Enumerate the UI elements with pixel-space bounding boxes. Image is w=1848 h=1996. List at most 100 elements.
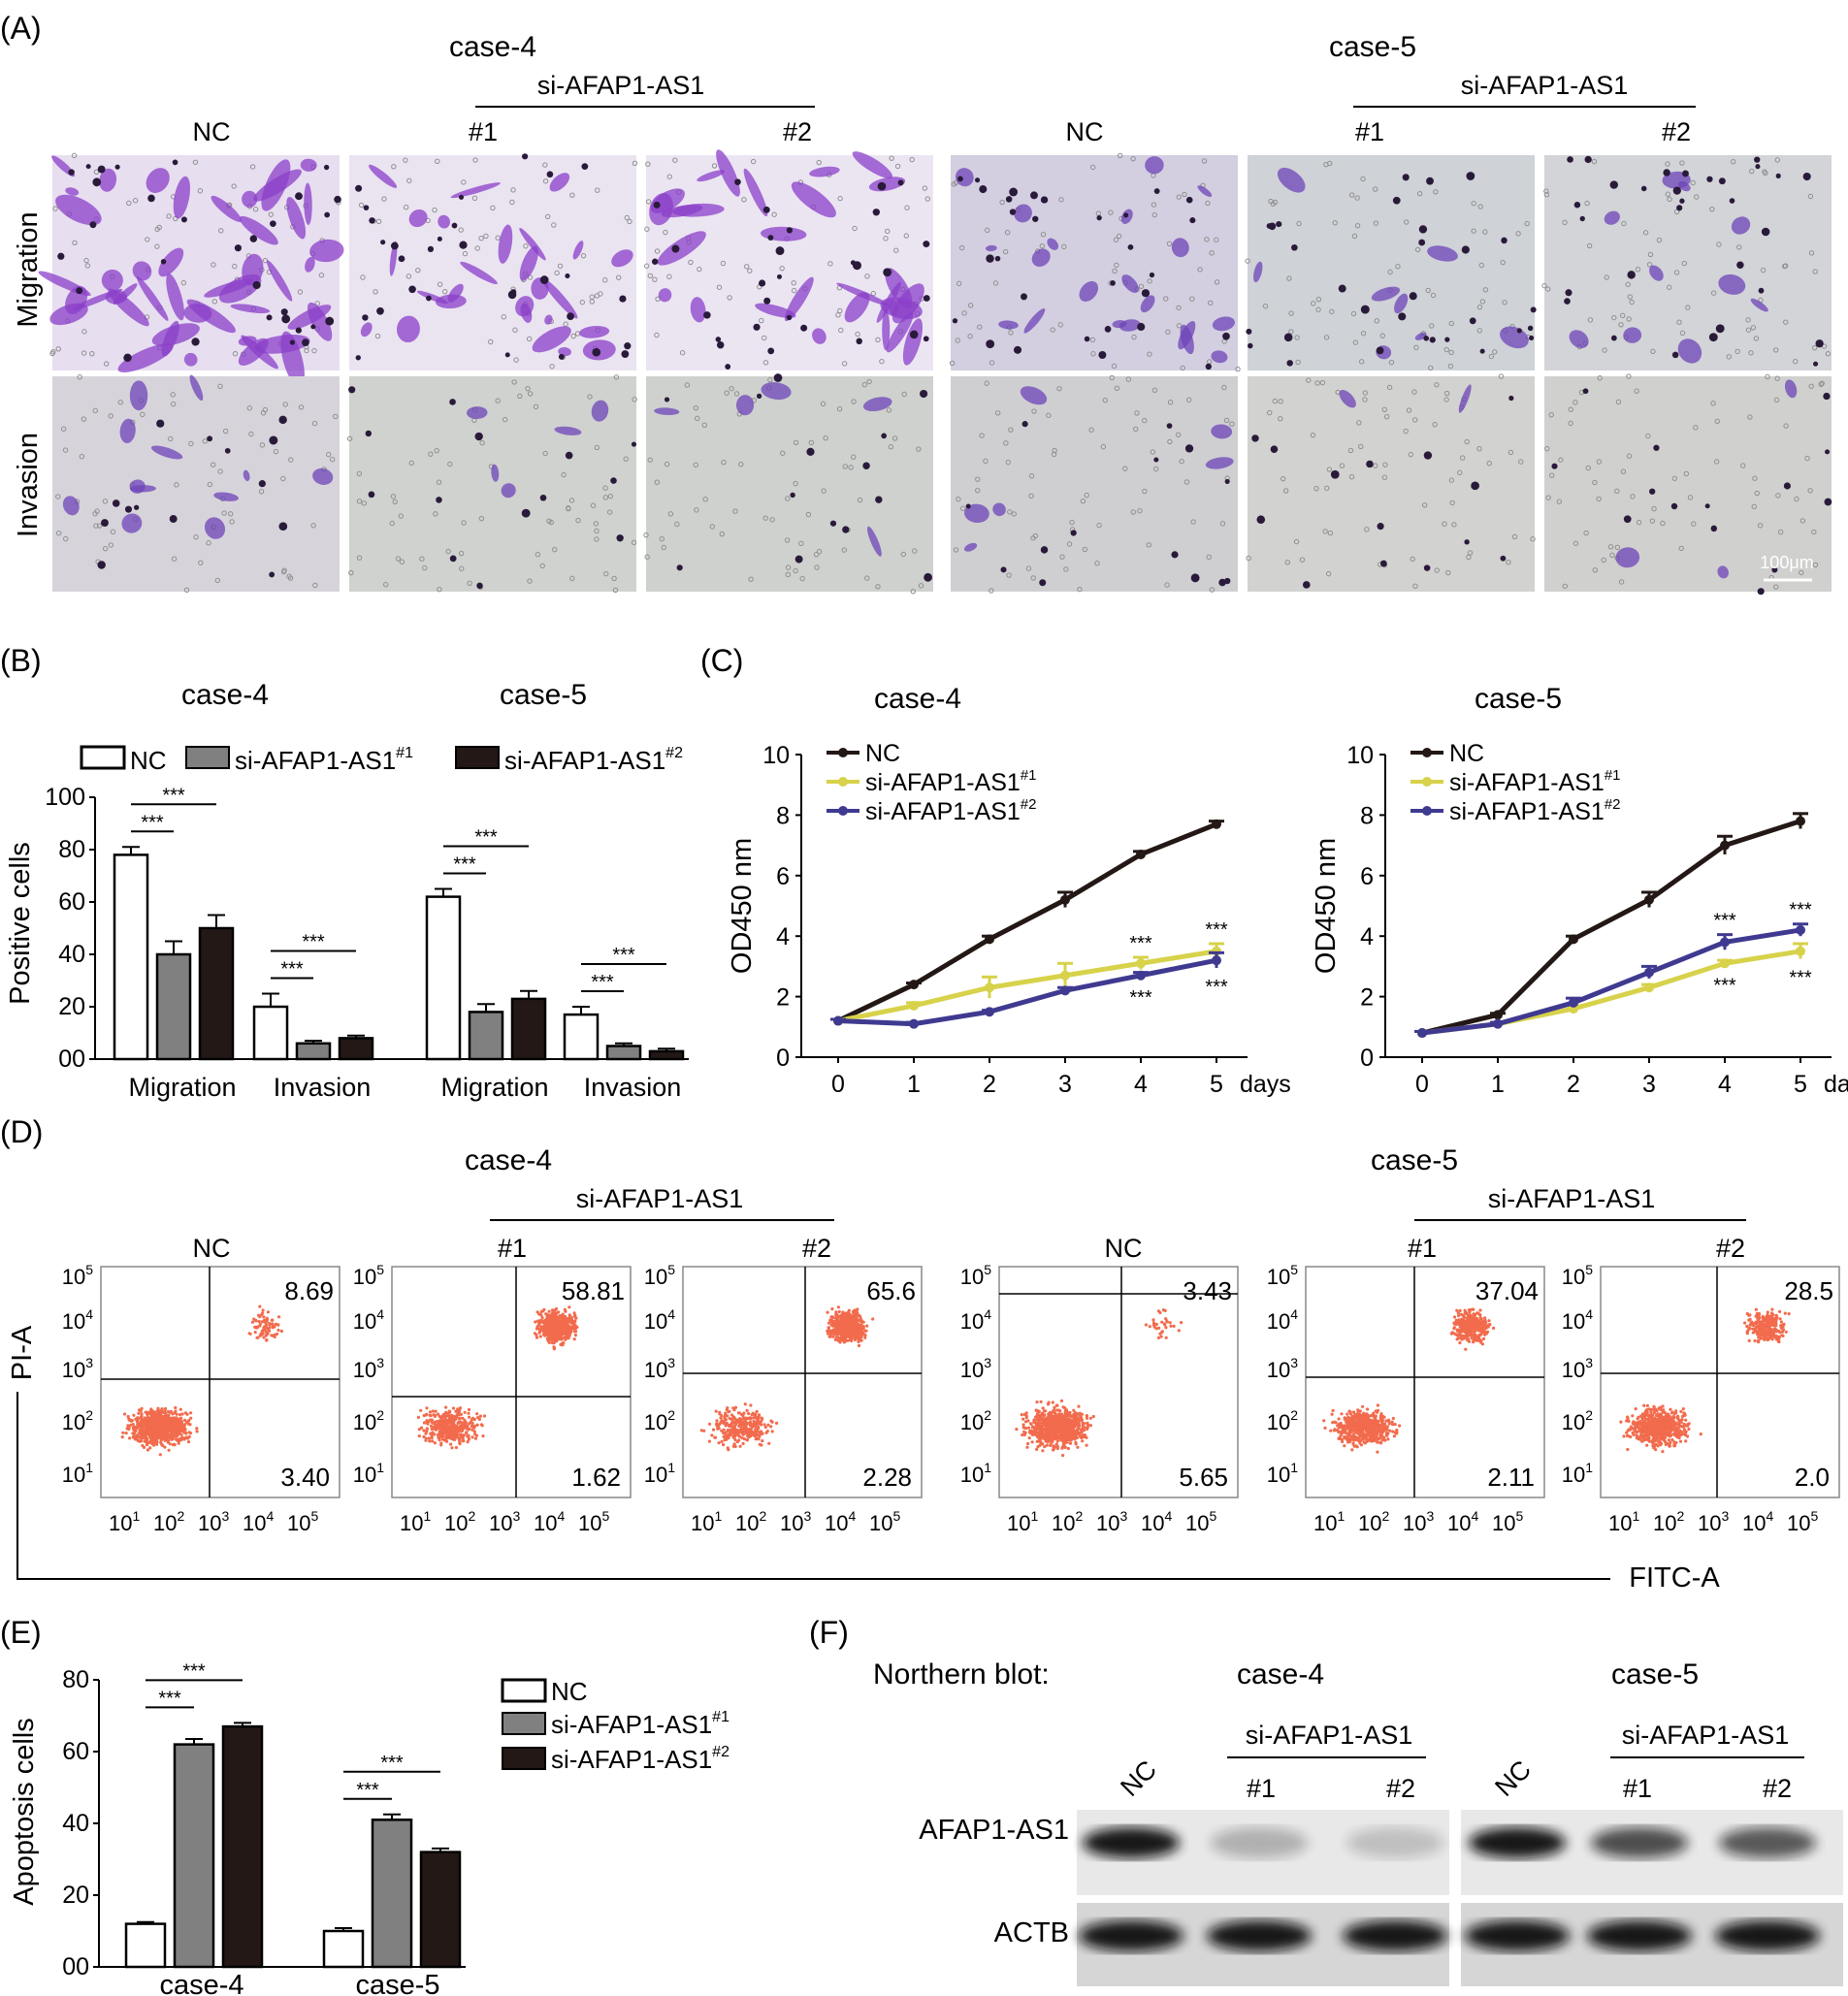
event-dot bbox=[468, 1415, 471, 1419]
membrane-pore bbox=[552, 546, 558, 553]
membrane-pore bbox=[1710, 401, 1716, 406]
membrane-pore bbox=[1111, 363, 1118, 370]
membrane-pore bbox=[1352, 339, 1359, 345]
membrane-pore bbox=[1601, 557, 1606, 563]
flow-frame bbox=[391, 1266, 632, 1498]
stained-cell bbox=[862, 397, 892, 412]
membrane-pore bbox=[1618, 322, 1624, 328]
membrane-pore bbox=[1262, 303, 1269, 309]
membrane-pore bbox=[851, 399, 857, 404]
membrane-pore bbox=[1151, 202, 1157, 208]
membrane-pore bbox=[434, 447, 439, 454]
event-dot bbox=[540, 1316, 544, 1320]
membrane-pore bbox=[1634, 388, 1639, 394]
nucleus-dot bbox=[1247, 342, 1253, 349]
membrane-pore bbox=[820, 401, 827, 407]
event-dot bbox=[264, 1334, 268, 1337]
membrane-pore bbox=[1642, 230, 1649, 236]
bar bbox=[563, 1013, 600, 1061]
event-dot bbox=[429, 1424, 434, 1428]
membrane-pore bbox=[1325, 570, 1332, 577]
stained-cell bbox=[129, 380, 148, 411]
nucleus-dot bbox=[522, 153, 529, 160]
membrane-pore bbox=[1586, 242, 1593, 249]
event-dot bbox=[863, 1334, 867, 1337]
membrane-pore bbox=[1585, 465, 1591, 471]
membrane-pore bbox=[1812, 269, 1818, 274]
ytick: 40 bbox=[58, 941, 85, 968]
membrane-pore bbox=[1748, 350, 1754, 356]
ytick-log: 101 bbox=[353, 1460, 384, 1487]
event-dot bbox=[178, 1407, 182, 1411]
event-dot bbox=[175, 1437, 178, 1441]
membrane-pore bbox=[1007, 509, 1013, 515]
membrane-pore bbox=[361, 500, 367, 506]
event-dot bbox=[262, 1336, 266, 1339]
event-dot bbox=[759, 1423, 763, 1427]
panel-a-col-1: #1 bbox=[469, 117, 498, 146]
membrane-pore bbox=[1804, 455, 1810, 462]
membrane-pore bbox=[108, 413, 113, 419]
stained-cell bbox=[158, 247, 184, 277]
membrane-pore bbox=[511, 379, 517, 385]
membrane-pore bbox=[1229, 421, 1235, 427]
event-dot bbox=[766, 1423, 770, 1427]
membrane-pore bbox=[1152, 466, 1159, 472]
stained-cell bbox=[591, 400, 609, 422]
membrane-pore bbox=[589, 299, 596, 305]
membrane-pore bbox=[1498, 373, 1505, 379]
event-dot bbox=[563, 1320, 567, 1324]
membrane-pore bbox=[217, 383, 223, 390]
ytick-log: 104 bbox=[353, 1306, 384, 1334]
nucleus-dot bbox=[1224, 577, 1231, 585]
event-dot bbox=[444, 1405, 448, 1409]
data-point bbox=[1796, 946, 1805, 956]
event-dot bbox=[171, 1424, 175, 1429]
nucleus-dot bbox=[1110, 279, 1116, 286]
membrane-pore bbox=[170, 392, 176, 398]
nucleus-dot bbox=[114, 164, 120, 170]
stained-cell bbox=[309, 239, 344, 263]
event-dot bbox=[195, 1427, 199, 1431]
event-dot bbox=[151, 1443, 156, 1447]
membrane-pore bbox=[1549, 472, 1555, 478]
event-dot bbox=[146, 1418, 151, 1422]
stained-cell bbox=[515, 296, 535, 317]
event-dot bbox=[274, 1322, 277, 1326]
membrane-pore bbox=[467, 580, 472, 586]
nucleus-dot bbox=[112, 499, 120, 507]
event-dot bbox=[434, 1409, 438, 1413]
membrane-pore bbox=[1449, 499, 1455, 506]
nucleus-dot bbox=[436, 497, 442, 503]
event-dot bbox=[146, 1422, 150, 1426]
stained-cell bbox=[1140, 295, 1155, 313]
membrane-pore bbox=[762, 335, 767, 341]
membrane-pore bbox=[55, 531, 62, 536]
panel-d-axis-frame bbox=[16, 1392, 1610, 1580]
nucleus-dot bbox=[376, 306, 384, 315]
xtick-log: 103 bbox=[489, 1508, 520, 1535]
event-dot bbox=[442, 1430, 446, 1433]
legend-label-si2: si-AFAP1-AS1#2 bbox=[504, 745, 683, 775]
sig-label: *** bbox=[302, 932, 325, 953]
event-dot bbox=[458, 1416, 462, 1420]
event-dot bbox=[164, 1411, 168, 1415]
sig-label: *** bbox=[612, 945, 635, 966]
event-dot bbox=[865, 1324, 869, 1328]
legend-swatch-si1 bbox=[185, 746, 230, 769]
event-dot bbox=[830, 1316, 835, 1320]
event-dot bbox=[837, 1309, 841, 1314]
stained-cell bbox=[211, 195, 243, 222]
event-dot bbox=[743, 1424, 747, 1429]
membrane-pore bbox=[1413, 344, 1419, 350]
xtick-migration: Migration bbox=[440, 1073, 548, 1102]
event-dot bbox=[1041, 1449, 1045, 1453]
event-dot bbox=[1085, 1443, 1088, 1447]
membrane-pore bbox=[1327, 160, 1333, 167]
membrane-pore bbox=[647, 457, 653, 463]
nucleus-dot bbox=[1802, 172, 1811, 181]
ytick: 20 bbox=[58, 993, 85, 1020]
event-dot bbox=[423, 1421, 427, 1425]
nucleus-dot bbox=[1032, 215, 1039, 222]
